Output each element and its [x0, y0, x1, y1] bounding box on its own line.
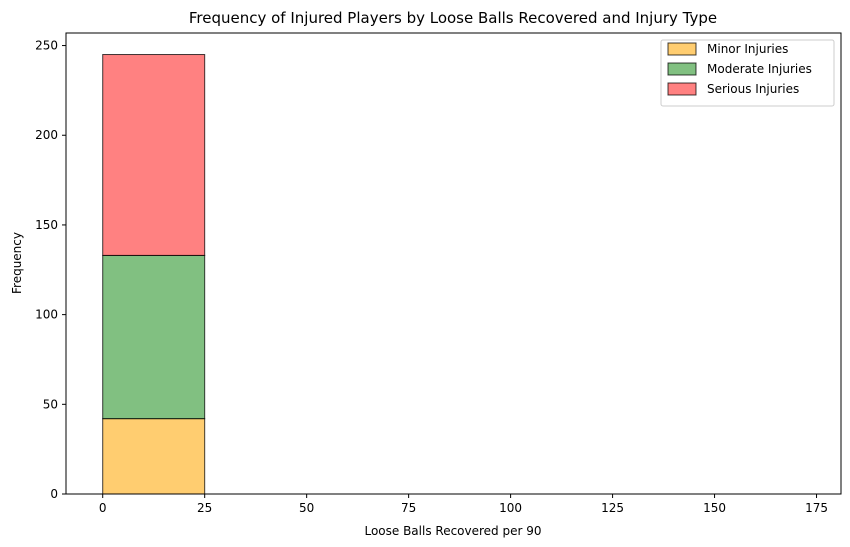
x-tick-label: 0: [99, 501, 107, 515]
x-tick-label: 50: [299, 501, 314, 515]
x-tick-label: 100: [499, 501, 522, 515]
y-tick-label: 0: [50, 487, 58, 501]
legend-label: Moderate Injuries: [707, 62, 812, 76]
x-axis-label: Loose Balls Recovered per 90: [364, 524, 541, 538]
y-tick-label: 250: [35, 39, 58, 53]
legend: Minor Injuries Moderate Injuries Serious I…: [660, 39, 835, 107]
legend-swatch-moderate-injuries: [667, 62, 697, 76]
x-tick-label: 25: [197, 501, 212, 515]
y-tick-label: 150: [35, 218, 58, 232]
legend-label: Serious Injuries: [707, 82, 799, 96]
y-tick-label: 100: [35, 308, 58, 322]
x-axis-ticks: 0 25 50 75 100 125 150 175: [99, 494, 828, 515]
x-tick-label: 75: [401, 501, 416, 515]
y-axis-ticks: 0 50 100 150 200 250: [35, 39, 66, 501]
x-tick-label: 175: [805, 501, 828, 515]
y-tick-label: 50: [43, 397, 58, 411]
legend-swatch-serious-injuries: [667, 82, 697, 96]
x-tick-label: 125: [601, 501, 624, 515]
bar-moderate-injuries-bin-0: [102, 254, 206, 420]
chart-title: Frequency of Injured Players by Loose Ba…: [189, 9, 717, 27]
bars-group: [102, 54, 206, 495]
legend-label: Minor Injuries: [707, 42, 788, 56]
plot-frame: [65, 32, 842, 495]
x-tick-label: 150: [703, 501, 726, 515]
y-axis-label: Frequency: [10, 232, 24, 294]
y-tick-label: 200: [35, 128, 58, 142]
bar-minor-injuries-bin-0: [102, 418, 206, 495]
legend-swatch-minor-injuries: [667, 42, 697, 56]
bar-serious-injuries-bin-0: [102, 54, 206, 256]
legend-frame: [660, 39, 835, 107]
